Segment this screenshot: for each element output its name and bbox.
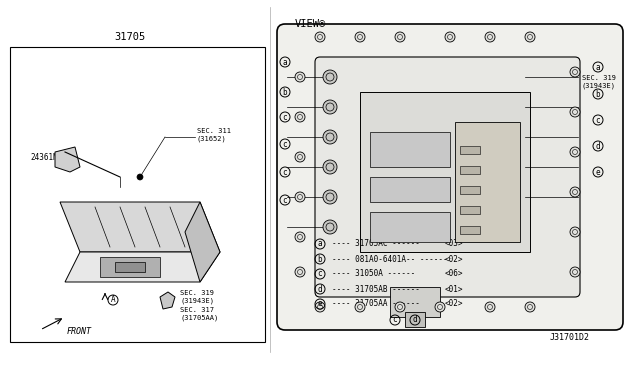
Circle shape [295, 152, 305, 162]
Text: b: b [283, 87, 287, 96]
Text: c: c [283, 196, 287, 205]
Bar [460, 186, 480, 194]
Text: b: b [596, 90, 600, 99]
Text: a: a [317, 240, 323, 248]
Circle shape [570, 107, 580, 117]
Bar [370, 177, 450, 202]
Text: c: c [317, 269, 323, 279]
Text: c: c [283, 167, 287, 176]
Circle shape [395, 302, 405, 312]
Circle shape [295, 72, 305, 82]
Circle shape [295, 267, 305, 277]
Circle shape [570, 227, 580, 237]
Bar [390, 287, 440, 317]
Text: e: e [317, 299, 323, 308]
Bar [460, 206, 480, 214]
Text: <02>: <02> [445, 254, 463, 263]
Circle shape [323, 70, 337, 84]
Text: VIEW®: VIEW® [295, 19, 326, 29]
Text: 31705: 31705 [115, 32, 146, 42]
Text: SEC. 319
(31943E): SEC. 319 (31943E) [582, 75, 616, 89]
Bar [460, 146, 480, 154]
Text: ---- 31705AA ------: ---- 31705AA ------ [332, 299, 420, 308]
Circle shape [323, 190, 337, 204]
Circle shape [295, 112, 305, 122]
Text: e: e [596, 167, 600, 176]
Text: c: c [283, 140, 287, 148]
Bar [460, 166, 480, 174]
Text: c: c [393, 315, 397, 324]
Bar [405, 312, 425, 327]
Text: SEC. 317
(31705AA): SEC. 317 (31705AA) [180, 307, 218, 321]
Text: d: d [596, 141, 600, 151]
Circle shape [137, 174, 143, 180]
FancyBboxPatch shape [277, 24, 623, 330]
Circle shape [435, 302, 445, 312]
Text: c: c [596, 115, 600, 125]
Polygon shape [55, 147, 80, 172]
Circle shape [485, 32, 495, 42]
Text: <06>: <06> [445, 269, 463, 279]
Circle shape [570, 267, 580, 277]
Bar [100, 257, 160, 277]
Text: FRONT: FRONT [67, 327, 92, 337]
Polygon shape [160, 292, 175, 309]
Circle shape [323, 160, 337, 174]
Circle shape [570, 147, 580, 157]
Circle shape [323, 130, 337, 144]
Text: ---- 31705AC ------: ---- 31705AC ------ [332, 240, 420, 248]
Circle shape [355, 302, 365, 312]
Text: SEC. 319
(31943E): SEC. 319 (31943E) [180, 290, 214, 304]
Text: ---- 081A0-6401A-- ------: ---- 081A0-6401A-- ------ [332, 254, 447, 263]
Circle shape [295, 192, 305, 202]
Text: J31701D2: J31701D2 [550, 333, 590, 341]
Bar [360, 92, 530, 252]
Circle shape [570, 187, 580, 197]
Text: SEC. 311
(31652): SEC. 311 (31652) [197, 128, 231, 142]
Bar [455, 122, 520, 242]
Bar [115, 262, 145, 272]
Circle shape [485, 302, 495, 312]
Bar [370, 212, 450, 242]
Polygon shape [65, 252, 220, 282]
Polygon shape [60, 202, 220, 252]
Text: b: b [317, 254, 323, 263]
Text: d: d [413, 315, 417, 324]
Polygon shape [185, 202, 220, 282]
Text: <03>: <03> [445, 240, 463, 248]
Circle shape [445, 32, 455, 42]
Circle shape [295, 232, 305, 242]
Bar [10, 47, 265, 342]
Text: d: d [317, 285, 323, 294]
Circle shape [323, 100, 337, 114]
Text: QTY: QTY [383, 222, 397, 231]
Circle shape [355, 32, 365, 42]
Text: c: c [283, 112, 287, 122]
Circle shape [525, 302, 535, 312]
Bar [460, 226, 480, 234]
Text: <01>: <01> [445, 285, 463, 294]
Circle shape [395, 32, 405, 42]
FancyBboxPatch shape [315, 57, 580, 297]
Text: 24361M: 24361M [30, 153, 58, 161]
Text: a: a [596, 62, 600, 71]
Circle shape [570, 67, 580, 77]
Text: <02>: <02> [445, 299, 463, 308]
Circle shape [323, 220, 337, 234]
Bar [370, 132, 450, 167]
Circle shape [315, 32, 325, 42]
Text: ---- 31705AB ------: ---- 31705AB ------ [332, 285, 420, 294]
Text: A: A [111, 295, 115, 305]
Circle shape [525, 32, 535, 42]
Text: a: a [283, 58, 287, 67]
Text: ---- 31050A ------: ---- 31050A ------ [332, 269, 415, 279]
Circle shape [315, 302, 325, 312]
